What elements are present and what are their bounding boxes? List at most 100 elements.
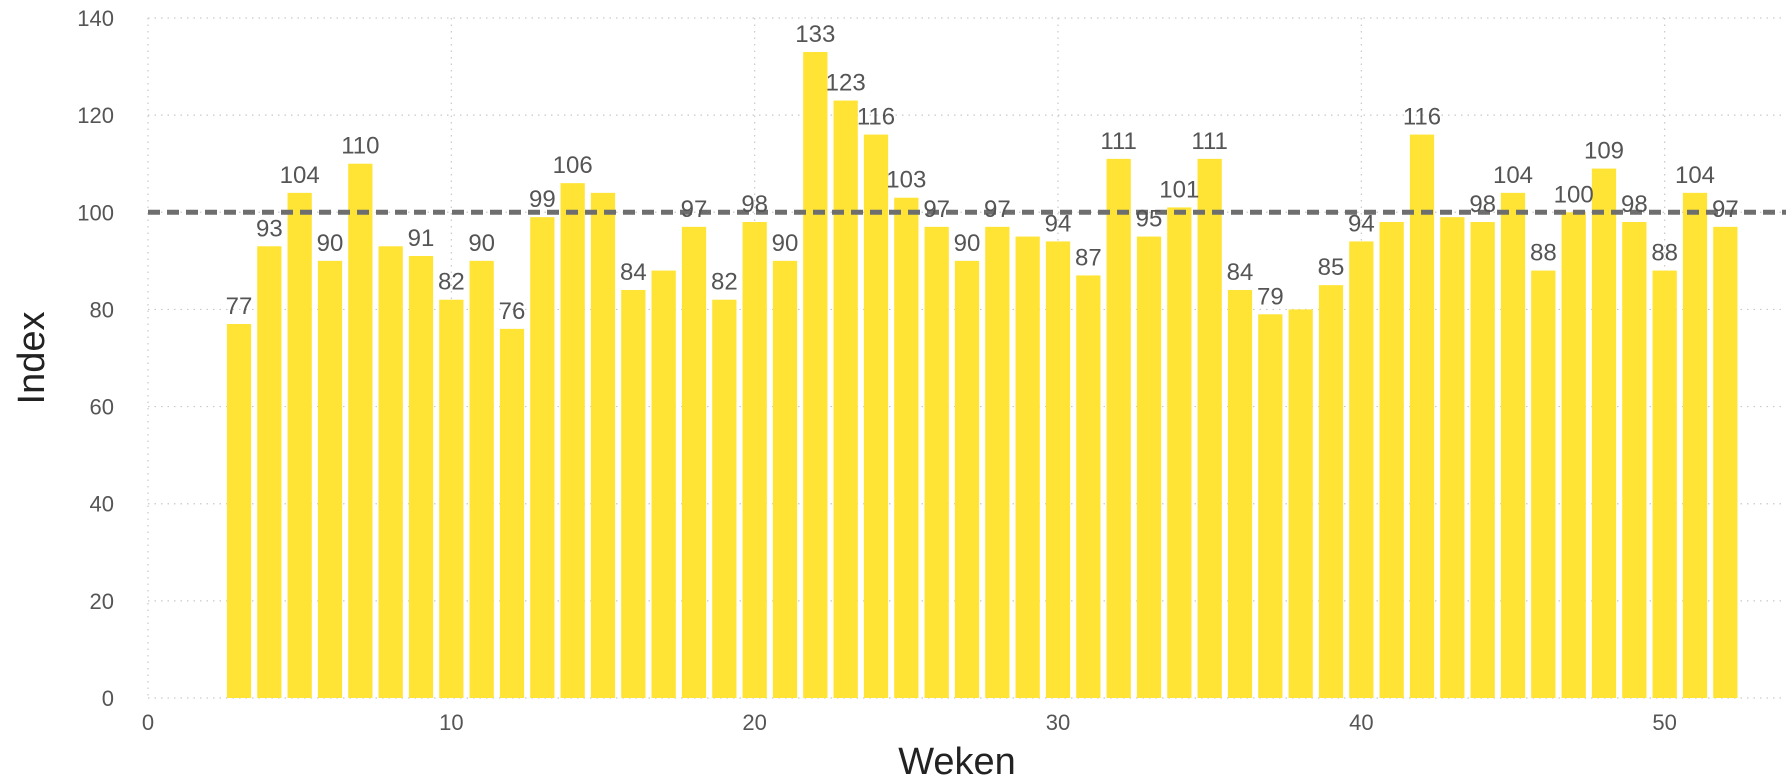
bar bbox=[863, 134, 889, 699]
bar bbox=[1440, 217, 1465, 698]
data-label: 77 bbox=[226, 293, 253, 320]
bar bbox=[1045, 241, 1071, 698]
data-label: 123 bbox=[826, 70, 866, 97]
data-label: 90 bbox=[317, 230, 344, 257]
bar bbox=[1015, 236, 1040, 699]
data-label: 97 bbox=[923, 196, 950, 223]
bar bbox=[1591, 168, 1617, 699]
data-label: 98 bbox=[1621, 191, 1648, 218]
bar bbox=[772, 260, 798, 698]
data-label: 98 bbox=[741, 191, 768, 218]
x-tick-label: 50 bbox=[1652, 710, 1676, 735]
data-label: 97 bbox=[984, 196, 1011, 223]
data-label: 110 bbox=[341, 133, 379, 160]
x-tick-label: 10 bbox=[439, 710, 463, 735]
data-label: 111 bbox=[1100, 128, 1136, 155]
data-label: 104 bbox=[280, 162, 320, 189]
bar bbox=[1470, 222, 1495, 698]
data-label: 104 bbox=[1493, 162, 1533, 189]
bar bbox=[651, 270, 676, 698]
bar bbox=[1379, 222, 1404, 698]
bar bbox=[348, 163, 373, 698]
bar bbox=[803, 52, 828, 698]
bar bbox=[621, 290, 646, 698]
bar bbox=[985, 226, 1010, 698]
bar bbox=[1106, 158, 1131, 698]
bar bbox=[924, 226, 949, 698]
y-tick-label: 140 bbox=[77, 6, 114, 31]
data-label: 133 bbox=[795, 21, 835, 48]
data-labels: 7793104901109182907699106849782989013312… bbox=[226, 21, 1739, 325]
y-tick-label: 20 bbox=[90, 589, 114, 614]
y-tick-label: 40 bbox=[90, 492, 114, 517]
bar bbox=[712, 299, 737, 698]
data-label: 82 bbox=[711, 269, 738, 296]
x-tick-label: 30 bbox=[1046, 710, 1070, 735]
bar bbox=[1531, 270, 1556, 698]
bar bbox=[1197, 158, 1222, 698]
data-label: 94 bbox=[1348, 210, 1375, 237]
data-label: 101 bbox=[1159, 176, 1199, 203]
bar bbox=[1258, 314, 1283, 698]
bar bbox=[439, 299, 464, 698]
x-tick-label: 20 bbox=[742, 710, 766, 735]
bar bbox=[408, 256, 434, 698]
bar bbox=[1288, 309, 1313, 698]
data-label: 76 bbox=[499, 298, 526, 325]
data-label: 79 bbox=[1257, 283, 1284, 310]
bar bbox=[257, 246, 282, 699]
bar bbox=[1409, 134, 1435, 699]
data-label: 94 bbox=[1045, 210, 1072, 237]
data-label: 90 bbox=[468, 230, 495, 257]
bar bbox=[1076, 275, 1101, 698]
y-tick-label: 0 bbox=[102, 686, 114, 711]
data-label: 116 bbox=[857, 104, 895, 131]
data-label: 84 bbox=[620, 259, 647, 286]
data-label: 93 bbox=[256, 215, 283, 242]
bar bbox=[833, 100, 858, 699]
bar bbox=[1136, 236, 1162, 699]
data-label: 95 bbox=[1136, 206, 1163, 233]
data-label: 97 bbox=[1712, 196, 1739, 223]
data-label: 90 bbox=[772, 230, 799, 257]
bar bbox=[742, 222, 767, 698]
data-label: 97 bbox=[681, 196, 708, 223]
data-label: 88 bbox=[1530, 240, 1557, 267]
data-label: 99 bbox=[529, 186, 556, 213]
x-axis-title: Weken bbox=[898, 741, 1016, 782]
y-axis-title: Index bbox=[11, 312, 53, 405]
y-tick-label: 120 bbox=[77, 103, 114, 128]
bar bbox=[1349, 241, 1374, 698]
bar bbox=[560, 183, 585, 699]
bar bbox=[469, 260, 494, 698]
bar bbox=[590, 192, 616, 698]
bar bbox=[1227, 290, 1253, 698]
bar bbox=[378, 246, 403, 699]
bar bbox=[681, 226, 707, 698]
data-label: 116 bbox=[1403, 104, 1441, 131]
bar bbox=[1167, 207, 1192, 698]
bar bbox=[1652, 270, 1677, 698]
y-tick-label: 100 bbox=[77, 200, 114, 225]
bar bbox=[530, 217, 555, 698]
bar bbox=[1318, 285, 1344, 698]
data-label: 90 bbox=[954, 230, 981, 257]
data-label: 100 bbox=[1554, 181, 1594, 208]
data-label: 109 bbox=[1584, 138, 1624, 165]
bar bbox=[1713, 226, 1738, 698]
y-tick-label: 60 bbox=[90, 395, 114, 420]
data-label: 111 bbox=[1191, 128, 1227, 155]
bar bbox=[499, 328, 525, 698]
data-label: 84 bbox=[1227, 259, 1254, 286]
data-label: 85 bbox=[1318, 254, 1345, 281]
data-label: 103 bbox=[886, 167, 926, 194]
x-tick-label: 40 bbox=[1349, 710, 1373, 735]
bars bbox=[226, 52, 1738, 699]
data-label: 87 bbox=[1075, 244, 1102, 271]
bar bbox=[226, 324, 252, 698]
data-label: 106 bbox=[553, 152, 593, 179]
bar bbox=[1682, 192, 1708, 698]
data-label: 82 bbox=[438, 269, 465, 296]
data-label: 88 bbox=[1651, 240, 1678, 267]
